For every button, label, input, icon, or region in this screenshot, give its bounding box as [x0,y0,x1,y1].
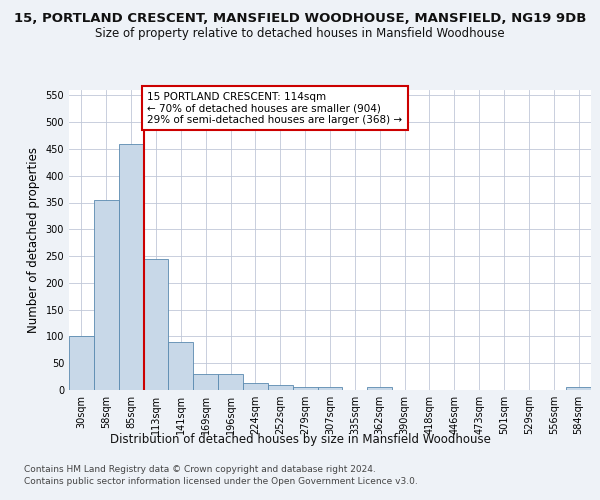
Bar [193,374,218,390]
Bar [268,384,293,390]
Bar [367,388,392,390]
Bar [169,342,193,390]
Text: Contains HM Land Registry data © Crown copyright and database right 2024.: Contains HM Land Registry data © Crown c… [24,465,376,474]
Bar [243,382,268,390]
Text: Contains public sector information licensed under the Open Government Licence v3: Contains public sector information licen… [24,478,418,486]
Text: Size of property relative to detached houses in Mansfield Woodhouse: Size of property relative to detached ho… [95,28,505,40]
Bar [143,259,169,390]
Bar [566,388,591,390]
Bar [119,144,143,390]
Bar [293,388,317,390]
Text: Distribution of detached houses by size in Mansfield Woodhouse: Distribution of detached houses by size … [110,432,490,446]
Text: 15, PORTLAND CRESCENT, MANSFIELD WOODHOUSE, MANSFIELD, NG19 9DB: 15, PORTLAND CRESCENT, MANSFIELD WOODHOU… [14,12,586,26]
Y-axis label: Number of detached properties: Number of detached properties [27,147,40,333]
Bar [317,388,343,390]
Bar [69,336,94,390]
Text: 15 PORTLAND CRESCENT: 114sqm
← 70% of detached houses are smaller (904)
29% of s: 15 PORTLAND CRESCENT: 114sqm ← 70% of de… [148,92,403,124]
Bar [94,200,119,390]
Bar [218,374,243,390]
